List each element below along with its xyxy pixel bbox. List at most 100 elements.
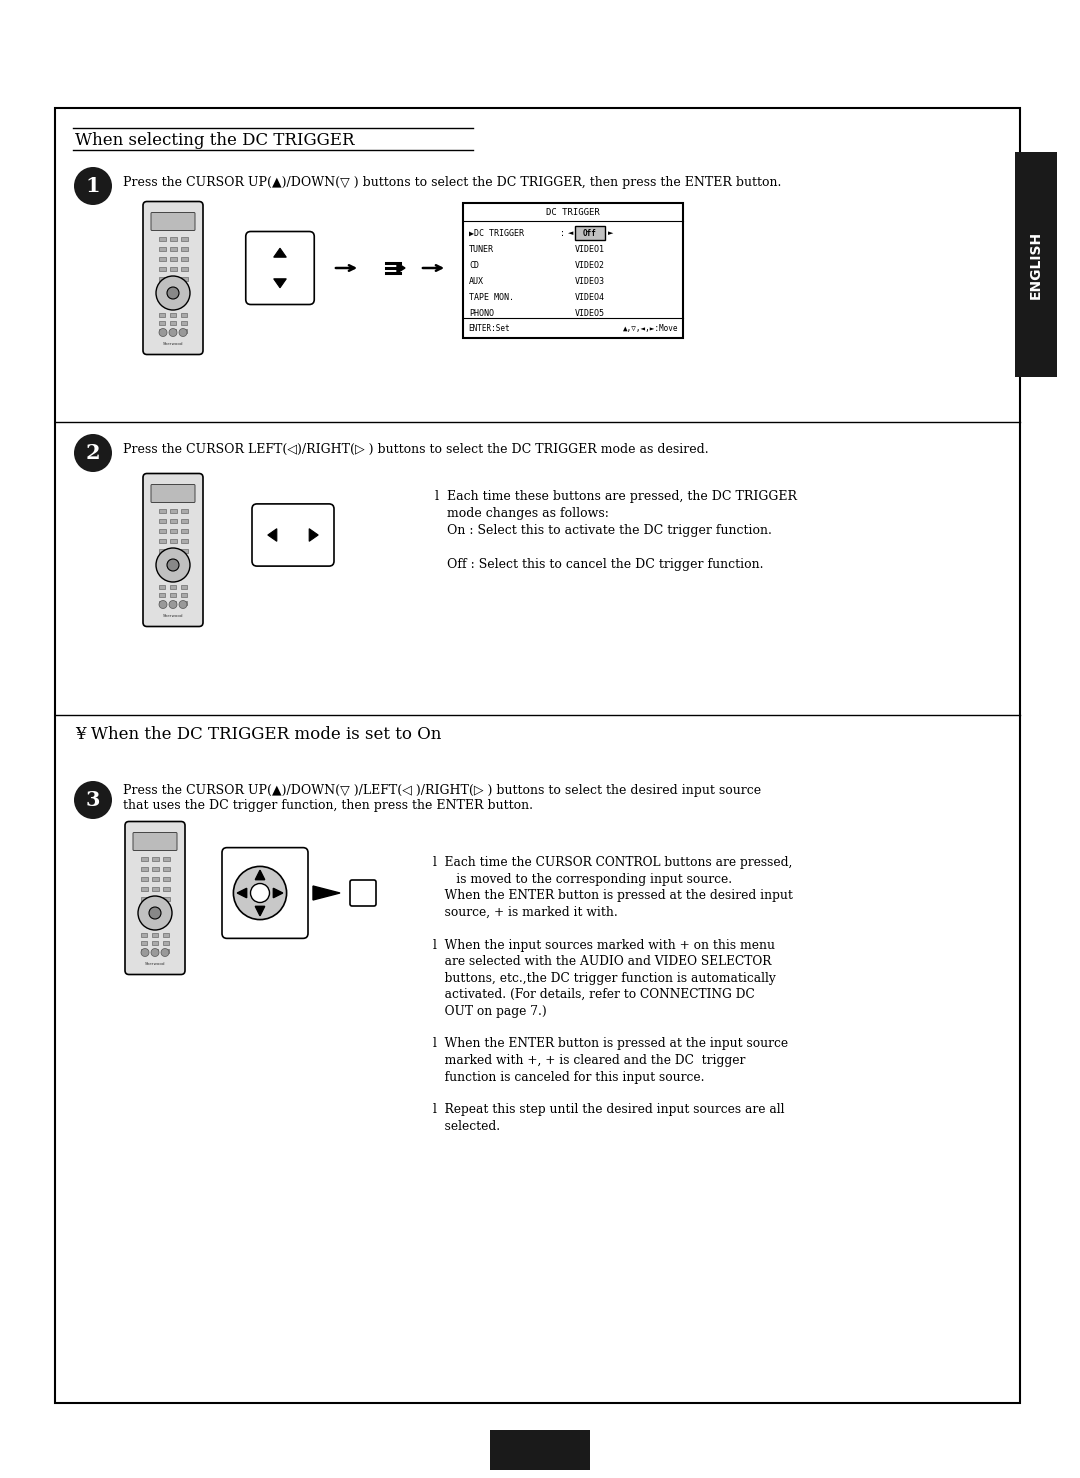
FancyBboxPatch shape [125, 822, 185, 974]
Circle shape [233, 866, 286, 919]
Text: buttons, etc.,the DC trigger function is automatically: buttons, etc.,the DC trigger function is… [433, 971, 775, 984]
Bar [151, 876, 159, 881]
Bar [141, 933, 147, 937]
Text: VIDEO1: VIDEO1 [575, 245, 605, 254]
Text: ▶DC TRIGGER: ▶DC TRIGGER [469, 229, 524, 238]
Bar [141, 949, 147, 953]
Bar [170, 276, 176, 281]
Circle shape [161, 949, 168, 956]
Bar [180, 538, 188, 542]
Text: ENTER:Set: ENTER:Set [468, 324, 510, 333]
Circle shape [179, 600, 187, 609]
Bar [180, 236, 188, 241]
Bar [170, 529, 176, 532]
Text: When the ENTER button is pressed at the desired input: When the ENTER button is pressed at the … [433, 888, 793, 902]
Circle shape [179, 328, 187, 337]
Polygon shape [273, 888, 283, 897]
Bar [159, 519, 165, 523]
Text: VIDEO3: VIDEO3 [575, 276, 605, 287]
Polygon shape [397, 263, 405, 273]
Bar [159, 321, 165, 325]
FancyBboxPatch shape [143, 473, 203, 627]
Bar [140, 897, 148, 900]
Circle shape [251, 884, 270, 903]
Bar [180, 529, 188, 532]
Circle shape [168, 328, 177, 337]
Bar [181, 321, 187, 325]
Bar [140, 887, 148, 891]
Bar [180, 276, 188, 281]
FancyBboxPatch shape [246, 232, 314, 304]
FancyBboxPatch shape [151, 485, 195, 503]
Bar [162, 897, 170, 900]
Circle shape [151, 949, 159, 956]
Text: Press the CURSOR LEFT(◁)/RIGHT(▷ ) buttons to select the DC TRIGGER mode as desi: Press the CURSOR LEFT(◁)/RIGHT(▷ ) butto… [123, 443, 708, 457]
Bar [575, 226, 605, 239]
Text: ◄: ◄ [568, 231, 573, 236]
Circle shape [167, 559, 179, 571]
Text: OUT on page 7.): OUT on page 7.) [433, 1005, 546, 1017]
Bar [159, 247, 165, 250]
Circle shape [138, 896, 172, 930]
Text: VIDEO4: VIDEO4 [575, 293, 605, 302]
Bar [163, 949, 168, 953]
Bar [162, 866, 170, 871]
Circle shape [167, 287, 179, 299]
Bar [151, 887, 159, 891]
Polygon shape [268, 529, 276, 541]
Text: ENGLISH: ENGLISH [1029, 231, 1043, 299]
Text: CD: CD [469, 262, 480, 270]
Text: Sherwood: Sherwood [163, 613, 184, 618]
Bar [180, 257, 188, 260]
Bar [162, 887, 170, 891]
Bar [159, 538, 165, 542]
Bar [162, 876, 170, 881]
Bar [55, 108, 1020, 1403]
Text: TAPE MON.: TAPE MON. [469, 293, 514, 302]
Bar [159, 593, 165, 597]
Polygon shape [255, 906, 265, 916]
Circle shape [149, 907, 161, 919]
Bar [170, 257, 176, 260]
Bar [159, 602, 165, 605]
Bar [1015, 152, 1057, 377]
Bar [180, 266, 188, 270]
Text: TUNER: TUNER [469, 245, 494, 254]
Text: mode changes as follows:: mode changes as follows: [435, 507, 609, 520]
Text: l  Each time these buttons are pressed, the DC TRIGGER: l Each time these buttons are pressed, t… [435, 491, 797, 503]
Bar [151, 856, 159, 860]
Polygon shape [273, 248, 286, 257]
Text: Sherwood: Sherwood [163, 341, 184, 346]
Text: Press the CURSOR UP(▲)/DOWN(▽ )/LEFT(◁ )/RIGHT(▷ ) buttons to select the desired: Press the CURSOR UP(▲)/DOWN(▽ )/LEFT(◁ )… [123, 783, 761, 811]
Bar [162, 856, 170, 860]
Text: :: : [561, 229, 565, 238]
Bar [151, 866, 159, 871]
Text: function is canceled for this input source.: function is canceled for this input sour… [433, 1070, 704, 1083]
Bar [159, 529, 165, 532]
Bar [181, 330, 187, 333]
Bar [170, 266, 176, 270]
Bar [170, 585, 176, 590]
Text: AUX: AUX [469, 276, 484, 287]
Bar [170, 593, 176, 597]
Bar [170, 247, 176, 250]
Bar [159, 548, 165, 553]
Text: PHONO: PHONO [469, 309, 494, 318]
Text: source, + is marked it with.: source, + is marked it with. [433, 906, 618, 918]
Bar [159, 330, 165, 333]
FancyBboxPatch shape [143, 201, 203, 355]
Text: 3: 3 [85, 791, 100, 810]
Bar [152, 933, 158, 937]
Polygon shape [273, 279, 286, 288]
Text: activated. (For details, refer to CONNECTING DC: activated. (For details, refer to CONNEC… [433, 987, 755, 1001]
Bar [490, 1431, 590, 1471]
Bar [159, 236, 165, 241]
FancyBboxPatch shape [151, 213, 195, 231]
Text: 2: 2 [85, 443, 100, 463]
Bar [159, 313, 165, 316]
Circle shape [141, 949, 149, 956]
Bar [141, 941, 147, 944]
Bar [181, 585, 187, 590]
Text: is moved to the corresponding input source.: is moved to the corresponding input sour… [433, 872, 732, 885]
Text: are selected with the AUDIO and VIDEO SELECTOR: are selected with the AUDIO and VIDEO SE… [433, 955, 771, 968]
